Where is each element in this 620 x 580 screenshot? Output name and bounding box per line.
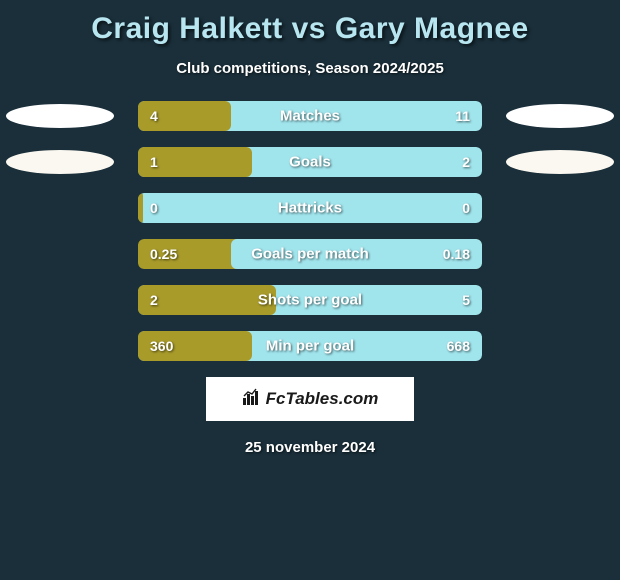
player-right-marker xyxy=(506,104,614,128)
bar-left-fill xyxy=(138,285,276,315)
stat-row: Goals per match0.250.18 xyxy=(0,239,620,269)
stat-bar: Goals per match0.250.18 xyxy=(138,239,482,269)
bar-left-fill xyxy=(138,147,252,177)
bar-right-fill xyxy=(231,239,482,269)
brand-text: FcTables.com xyxy=(266,389,379,409)
stat-row: Hattricks00 xyxy=(0,193,620,223)
brand-chart-icon xyxy=(242,388,260,411)
player-right-marker xyxy=(506,150,614,174)
brand-box: FcTables.com xyxy=(206,377,414,421)
stat-bar: Matches411 xyxy=(138,101,482,131)
comparison-chart: Matches411 Goals12 Hattricks00 Goals per ma… xyxy=(0,101,620,361)
stat-row: Min per goal360668 xyxy=(0,331,620,361)
stat-bar: Goals12 xyxy=(138,147,482,177)
stat-bar: Shots per goal25 xyxy=(138,285,482,315)
bar-left-fill xyxy=(138,331,252,361)
bar-left-fill xyxy=(138,193,143,223)
stat-row: Matches411 xyxy=(0,101,620,131)
bar-left-fill xyxy=(138,101,231,131)
page-title: Craig Halkett vs Gary Magnee xyxy=(0,0,620,46)
footer-date: 25 november 2024 xyxy=(0,439,620,456)
stat-row: Shots per goal25 xyxy=(0,285,620,315)
stat-row: Goals12 xyxy=(0,147,620,177)
stat-bar: Hattricks00 xyxy=(138,193,482,223)
bar-right-fill xyxy=(138,193,482,223)
player-left-marker xyxy=(6,104,114,128)
player-left-marker xyxy=(6,150,114,174)
subtitle: Club competitions, Season 2024/2025 xyxy=(0,60,620,77)
stat-bar: Min per goal360668 xyxy=(138,331,482,361)
